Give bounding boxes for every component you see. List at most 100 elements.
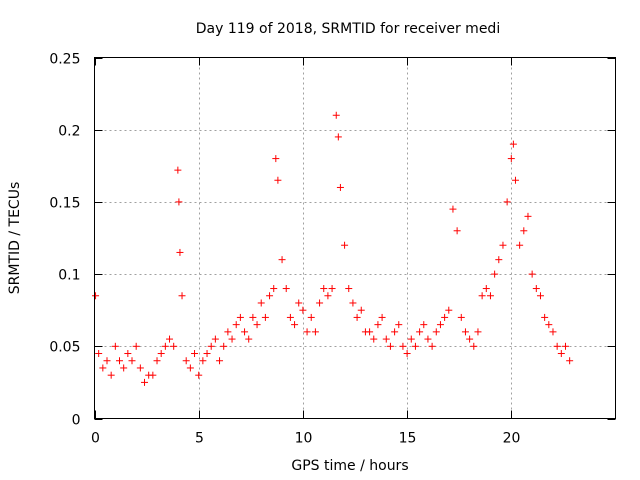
data-point [111, 342, 119, 350]
data-point [274, 176, 282, 184]
data-point [153, 357, 161, 365]
data-point [320, 285, 328, 293]
data-point [328, 285, 336, 293]
data-point [236, 313, 244, 321]
data-point [557, 350, 565, 358]
data-point [211, 335, 219, 343]
data-point [520, 227, 528, 235]
data-point [353, 313, 361, 321]
data-point [516, 241, 524, 249]
data-point [411, 342, 419, 350]
data-point [232, 321, 240, 329]
data-point [291, 321, 299, 329]
x-tick-label: 10 [295, 431, 313, 447]
data-point [478, 292, 486, 300]
data-point [316, 299, 324, 307]
data-point [249, 313, 257, 321]
data-point [341, 241, 349, 249]
data-point [436, 321, 444, 329]
data-point [191, 350, 199, 358]
data-point [103, 357, 111, 365]
data-point [257, 299, 265, 307]
data-point [357, 306, 365, 314]
data-point [366, 328, 374, 336]
data-point [511, 176, 519, 184]
data-point [149, 371, 157, 379]
data-point [241, 328, 249, 336]
data-point [499, 241, 507, 249]
data-point [399, 342, 407, 350]
data-point [549, 328, 557, 336]
x-tick-label: 20 [503, 431, 521, 447]
data-point [424, 335, 432, 343]
data-point [199, 357, 207, 365]
grid [94, 57, 616, 419]
y-axis-label: SRMTID / TECUs [7, 182, 23, 295]
data-point [245, 335, 253, 343]
data-point [395, 321, 403, 329]
data-point [428, 342, 436, 350]
data-point [186, 364, 194, 372]
data-point [445, 306, 453, 314]
data-point [453, 227, 461, 235]
data-point [278, 256, 286, 264]
data-point [461, 328, 469, 336]
data-point [457, 313, 465, 321]
data-point [370, 335, 378, 343]
axis-ticks: 0 0.05 0.1 0.15 0.2 0.25 0 5 10 15 20 [49, 52, 616, 447]
data-point [128, 357, 136, 365]
data-point [528, 270, 536, 278]
plot-frame [94, 57, 616, 419]
x-axis-label: GPS time / hours [291, 458, 408, 474]
data-point [536, 292, 544, 300]
data-point [482, 285, 490, 293]
data-point [486, 292, 494, 300]
data-point [382, 335, 390, 343]
data-point [203, 350, 211, 358]
data-point [495, 256, 503, 264]
data-point [141, 378, 149, 386]
y-tick-label: 0.2 [58, 124, 80, 140]
data-point [282, 285, 290, 293]
data-point [470, 342, 478, 350]
data-point [345, 285, 353, 293]
data-point [416, 328, 424, 336]
data-point [224, 328, 232, 336]
data-point [561, 342, 569, 350]
data-point [270, 285, 278, 293]
data-point [503, 198, 511, 206]
data-point [307, 313, 315, 321]
data-point [553, 342, 561, 350]
data-point [266, 292, 274, 300]
data-point [374, 321, 382, 329]
data-point [120, 364, 128, 372]
data-point [228, 335, 236, 343]
data-point [407, 335, 415, 343]
y-tick-label: 0.25 [49, 52, 80, 68]
data-point [207, 342, 215, 350]
data-point [509, 140, 517, 148]
data-point [132, 342, 140, 350]
data-point [174, 166, 182, 174]
data-point [216, 357, 224, 365]
data-point [507, 155, 515, 163]
data-point [420, 321, 428, 329]
data-point [220, 342, 228, 350]
data-point [195, 371, 203, 379]
data-point [295, 299, 303, 307]
data-point [466, 335, 474, 343]
data-point [336, 183, 344, 191]
data-point [124, 350, 132, 358]
data-point [299, 306, 307, 314]
data-point [378, 313, 386, 321]
data-point [92, 292, 100, 300]
data-point [176, 248, 184, 256]
data-point [107, 371, 115, 379]
x-tick-label: 0 [91, 431, 100, 447]
data-point [349, 299, 357, 307]
data-point [491, 270, 499, 278]
data-point [175, 198, 183, 206]
data-point [324, 292, 332, 300]
data-point [332, 111, 340, 119]
data-point [524, 212, 532, 220]
